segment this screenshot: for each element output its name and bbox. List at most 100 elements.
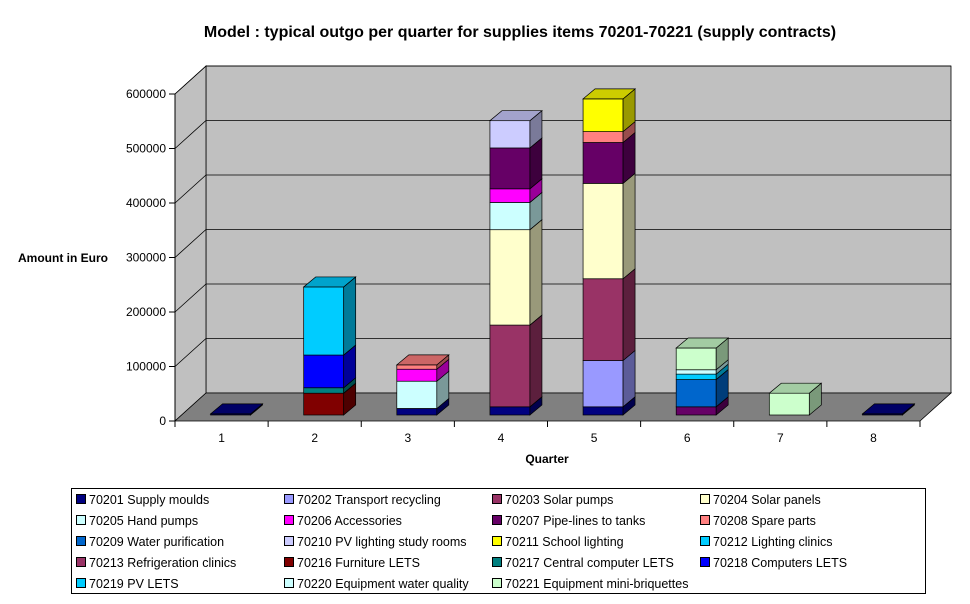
bar-segment-side — [529, 314, 543, 408]
y-tick-label: 0 — [159, 414, 166, 428]
legend-item: 70211 School lighting — [492, 535, 624, 549]
bar-segment — [396, 408, 438, 416]
legend-label: 70219 PV LETS — [89, 577, 179, 591]
bar-segment — [768, 392, 810, 416]
bar-segment — [303, 286, 345, 356]
legend-label: 70211 School lighting — [505, 535, 624, 549]
bar-segment — [303, 387, 345, 394]
bar-segment — [582, 183, 624, 280]
legend-swatch — [492, 515, 502, 525]
legend-swatch — [284, 557, 294, 567]
chart-legend: 70201 Supply moulds 70202 Transport recyc… — [71, 488, 926, 594]
bar-segment-side — [529, 218, 543, 326]
legend-label: 70220 Equipment water quality — [297, 577, 469, 591]
y-tick-label: 600000 — [126, 87, 166, 101]
bar-segment — [582, 406, 624, 416]
x-tick-label: 6 — [684, 431, 691, 445]
x-tick-label: 4 — [498, 431, 505, 445]
bar-segment — [396, 368, 438, 382]
bar-segment-top — [488, 110, 543, 122]
legend-swatch — [700, 536, 710, 546]
legend-item: 70216 Furniture LETS — [284, 556, 420, 570]
legend-swatch — [76, 578, 86, 588]
bar-segment — [489, 147, 531, 190]
bar-segment — [396, 380, 438, 409]
x-axis-label: Quarter — [525, 452, 569, 466]
legend-label: 70216 Furniture LETS — [297, 556, 420, 570]
legend-swatch — [700, 515, 710, 525]
legend-item: 70221 Equipment mini-briquettes — [492, 577, 688, 591]
bar-segment-top — [582, 88, 637, 100]
bar-segment — [582, 360, 624, 408]
legend-item: 70219 PV LETS — [76, 577, 179, 591]
legend-swatch — [284, 515, 294, 525]
legend-item: 70210 PV lighting study rooms — [284, 535, 467, 549]
bar-segment-side — [622, 268, 636, 362]
bar-segment — [489, 188, 531, 203]
bar-segment — [675, 369, 717, 375]
legend-swatch — [492, 557, 502, 567]
legend-label: 70206 Accessories — [297, 514, 402, 528]
legend-label: 70207 Pipe-lines to tanks — [505, 514, 646, 528]
gridline — [174, 283, 951, 313]
legend-swatch — [284, 494, 294, 504]
bar-segment — [675, 406, 717, 416]
y-axis-label: Amount in Euro — [18, 251, 108, 265]
legend-label: 70201 Supply moulds — [89, 493, 210, 507]
legend-item: 70212 Lighting clinics — [700, 535, 833, 549]
bar-segment — [675, 379, 717, 408]
bar-segment — [303, 354, 345, 389]
legend-label: 70221 Equipment mini-briquettes — [505, 577, 689, 591]
legend-item: 70206 Accessories — [284, 514, 402, 528]
legend-swatch — [492, 578, 502, 588]
y-tick-label: 200000 — [126, 305, 166, 319]
gridline — [174, 65, 951, 95]
bar-segment-side — [343, 276, 357, 356]
legend-label: 70205 Hand pumps — [89, 514, 199, 528]
legend-swatch — [76, 536, 86, 546]
bar-segment — [303, 392, 345, 416]
bar-segment-top — [675, 337, 730, 349]
x-tick-label: 8 — [870, 431, 877, 445]
legend-item: 70202 Transport recycling — [284, 493, 441, 507]
legend-swatch — [284, 536, 294, 546]
legend-label: 70218 Computers LETS — [713, 556, 848, 570]
bar-segment — [582, 131, 624, 143]
gridline — [174, 229, 951, 258]
legend-item: 70201 Supply moulds — [76, 493, 209, 507]
legend-label: 70202 Transport recycling — [297, 493, 441, 507]
bar-segment — [582, 278, 624, 361]
legend-item: 70220 Equipment water quality — [284, 577, 469, 591]
x-tick-label: 2 — [311, 431, 318, 445]
bar-segment-top — [861, 403, 916, 415]
y-tick-label: 100000 — [126, 360, 166, 374]
bar-segment — [675, 373, 717, 380]
bar-segment-top — [395, 354, 450, 366]
bar-segment — [675, 347, 717, 371]
bar-segment-top — [209, 403, 264, 415]
legend-label: 70212 Lighting clinics — [713, 535, 833, 549]
legend-swatch — [76, 557, 86, 567]
legend-item: 70208 Spare parts — [700, 514, 816, 528]
legend-label: 70217 Central computer LETS — [505, 556, 674, 570]
gridline — [174, 120, 951, 149]
bar-segment — [489, 120, 531, 149]
bar-segment — [489, 229, 531, 326]
x-tick-label: 5 — [591, 431, 598, 445]
bar-segment-top — [302, 276, 357, 288]
legend-item: 70218 Computers LETS — [700, 556, 847, 570]
legend-swatch — [492, 536, 502, 546]
chart-floor — [173, 392, 953, 422]
legend-label: 70213 Refrigeration clinics — [89, 556, 237, 570]
bar-segment — [582, 98, 624, 132]
legend-item: 70204 Solar panels — [700, 493, 821, 507]
bar-segment — [489, 406, 531, 416]
legend-item: 70203 Solar pumps — [492, 493, 613, 507]
legend-item: 70205 Hand pumps — [76, 514, 198, 528]
legend-swatch — [76, 515, 86, 525]
legend-item: 70209 Water purification — [76, 535, 224, 549]
legend-swatch — [700, 494, 710, 504]
legend-item: 70207 Pipe-lines to tanks — [492, 514, 645, 528]
legend-swatch — [284, 578, 294, 588]
